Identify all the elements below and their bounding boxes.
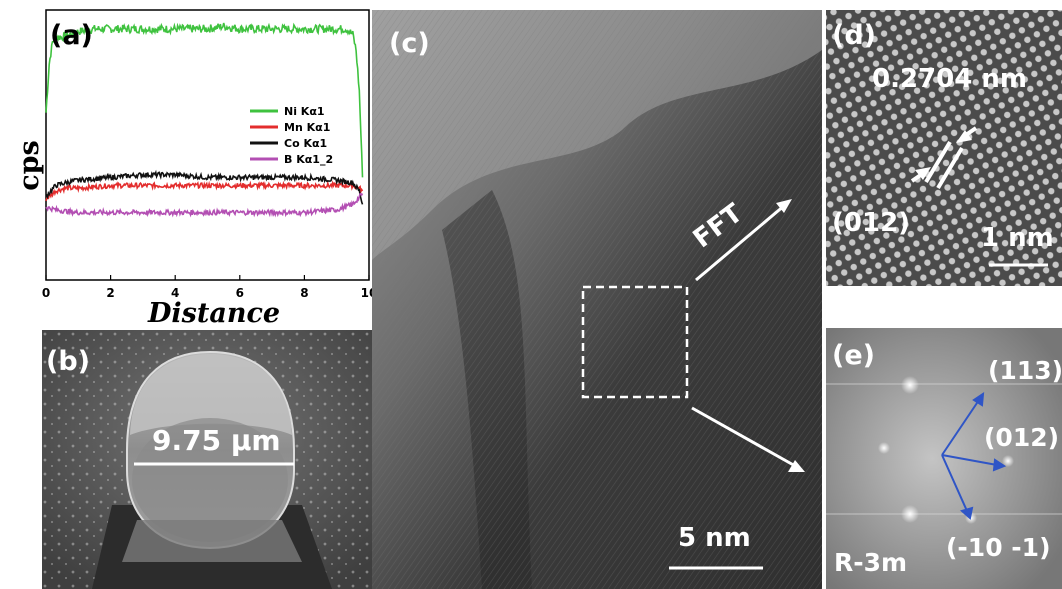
lattice-dots-graphic (826, 10, 1062, 286)
legend-label-1: Mn Kα1 (284, 121, 330, 134)
space-group-label: R-3m (834, 548, 908, 577)
fft-selection-box (581, 285, 689, 399)
tem-lattice-graphic (372, 10, 822, 589)
x-tick-label: 8 (300, 286, 308, 300)
legend-label-2: Co Kα1 (284, 137, 327, 150)
spot-113-label: (113) (988, 356, 1062, 385)
series-line-3 (45, 192, 364, 218)
legend-label-0: Ni Kα1 (284, 105, 325, 118)
panel-a-label: (a) (50, 20, 93, 51)
panel-c-tem-image: (c) FFT 5 nm (372, 10, 822, 589)
panel-b-sem-image: (b) 9.75 μm (42, 330, 372, 589)
panel-e-label: (e) (832, 340, 875, 371)
x-tick-label: 4 (171, 286, 179, 300)
x-tick-label: 10 (361, 286, 372, 300)
fft-arrow-lower-head (788, 460, 805, 472)
x-tick-label: 2 (106, 286, 114, 300)
series-line-2 (45, 169, 364, 205)
panel-d-hrtem-image: (d) 0.2704 nm (012) 1 nm (826, 10, 1062, 286)
x-axis-label: Distance (148, 298, 281, 329)
panel-c-label: (c) (389, 28, 430, 59)
plot-frame (45, 9, 370, 281)
legend-label-3: B Kα1_2 (284, 153, 333, 166)
fft-pattern-graphic (826, 328, 1062, 589)
series-line-1 (45, 180, 364, 202)
fft-spot (901, 376, 919, 394)
lattice-spacing-text: 0.2704 nm (872, 64, 1027, 94)
panel-e-fft-image: (e) (113) (012) (-10 -1) R-3m (826, 328, 1062, 589)
plane-index-text: (012) (832, 208, 911, 238)
fft-arrow-upper (695, 203, 786, 282)
fft-spot (901, 505, 919, 523)
fft-arrow-lower (691, 406, 798, 469)
panel-a-chart: 0 2 4 6 8 10 Ni Kα1 Mn Kα1 Co Kα1 B Kα1_2 cps Dis… (0, 0, 372, 330)
panel-d-label: (d) (832, 20, 877, 51)
spot-012-label: (012) (984, 423, 1060, 452)
x-tick-label: 6 (236, 286, 244, 300)
series-line-0 (45, 22, 364, 178)
fft-spot (1002, 455, 1014, 467)
fringe-line-2 (936, 146, 964, 190)
eds-linescan-chart: 0 2 4 6 8 10 Ni Kα1 Mn Kα1 Co Kα1 B Kα1_2 (42, 9, 372, 300)
panel-b-scale-text: 9.75 μm (152, 424, 281, 457)
sem-particle-graphic (42, 330, 372, 589)
panel-d-scale-text: 1 nm (981, 223, 1054, 253)
panel-b-label: (b) (46, 346, 91, 377)
fft-blue-arrows (941, 392, 1007, 520)
spot-10-1-label: (-10 -1) (946, 533, 1051, 562)
panel-c-scale-text: 5 nm (678, 523, 751, 553)
y-axis-label: cps (13, 140, 45, 191)
fft-arrow-upper-head (776, 199, 792, 213)
fft-spot (878, 442, 890, 454)
fringe-line-1 (924, 140, 952, 184)
x-tick-label: 0 (42, 286, 50, 300)
